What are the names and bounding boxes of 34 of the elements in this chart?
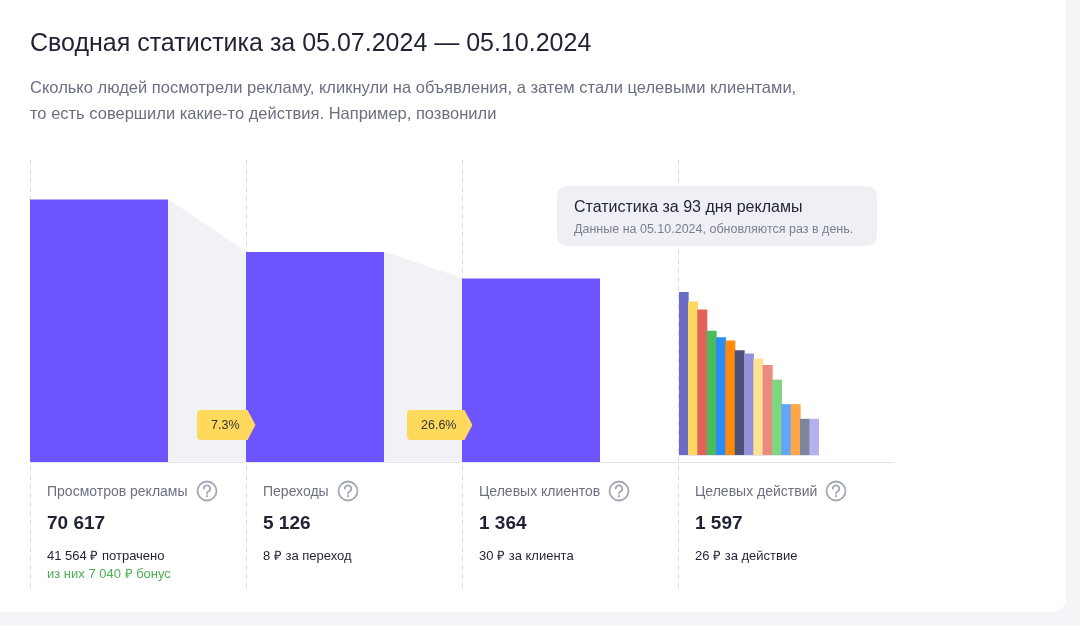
bar xyxy=(753,358,764,455)
bar xyxy=(809,418,819,455)
bar xyxy=(762,365,773,455)
text: 8 ₽ за переход xyxy=(263,547,352,564)
text: Данные на 05.10.2024, обновляются раз в день. xyxy=(574,222,854,236)
bar xyxy=(706,330,717,455)
bar xyxy=(744,353,754,455)
data-label: 70 617 xyxy=(47,512,106,534)
bar xyxy=(790,404,801,455)
bar xyxy=(679,292,689,455)
bar xyxy=(781,404,792,455)
bar xyxy=(725,340,736,455)
category-label: Просмотров рекламы xyxy=(47,483,188,499)
text: 26.6% xyxy=(407,410,473,440)
text: из них 7 040 ₽ бонус xyxy=(47,565,171,582)
data-label: 1 364 xyxy=(479,512,527,534)
text: 26 ₽ за действие xyxy=(695,547,798,564)
text: 7.3% xyxy=(197,410,256,440)
bar xyxy=(734,350,745,455)
text: Статистика за 93 дня рекламы xyxy=(574,198,803,216)
text: Сколько людей посмотрели рекламу, кликнули на объявления, а затем стали целевыми клиентами, то есть совершили какие-то действия. Например, позвонили xyxy=(30,77,797,124)
bar xyxy=(716,337,726,455)
bar xyxy=(697,309,708,455)
text: Сводная статистика за 05.07.2024 — 05.10.2024 xyxy=(30,28,592,57)
text: 30 ₽ за клиента xyxy=(479,547,574,564)
bar xyxy=(688,301,698,455)
bar xyxy=(800,418,810,455)
bar xyxy=(772,379,782,455)
data-label: 1 597 xyxy=(695,512,743,534)
text: 41 564 ₽ потрачено xyxy=(47,547,165,564)
category-label: Целевых действий xyxy=(695,483,818,499)
data-label: 5 126 xyxy=(263,512,311,534)
category-label: Переходы xyxy=(263,483,329,499)
category-label: Целевых клиентов xyxy=(479,483,601,499)
